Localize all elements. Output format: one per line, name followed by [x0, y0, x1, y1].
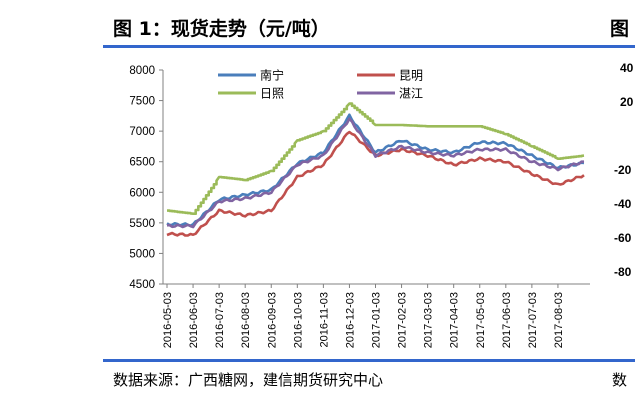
right-panel-tick-label: -60 — [614, 231, 632, 245]
x-tick-label: 2017-01-03 — [371, 292, 383, 348]
legend-label: 日照 — [260, 87, 284, 101]
legend-label: 昆明 — [399, 69, 423, 83]
series-line-昆明 — [166, 130, 585, 237]
y-axis: 8000 7500 7000 6500 6000 5500 5000 4500 — [129, 65, 164, 291]
legend-label: 南宁 — [260, 68, 284, 83]
next-chart-title-fragment: 图 — [610, 18, 630, 40]
x-tick-label: 2017-02-03 — [397, 292, 409, 348]
x-axis: 2016-05-03 2016-06-03 2016-07-03 2016-08-03… — [162, 283, 590, 348]
x-tick-label: 2017-04-03 — [449, 292, 461, 348]
chart-title: 图 1：现货走势（元/吨） — [113, 18, 330, 40]
bottom-rule — [103, 359, 635, 362]
right-panel-tick-label: -40 — [614, 197, 632, 211]
x-tick-label: 2017-08-03 — [553, 292, 565, 348]
legend-label: 湛江 — [399, 87, 423, 101]
right-panel-tick-label: -20 — [614, 163, 632, 177]
x-tick-label: 2017-06-03 — [501, 292, 513, 348]
y-tick-label: 7000 — [129, 126, 155, 138]
y-tick-label: 8000 — [129, 65, 155, 77]
x-tick-label: 2017-03-03 — [423, 292, 435, 348]
y-tick-label: 4500 — [129, 279, 155, 291]
next-data-source-fragment: 数 — [612, 371, 628, 389]
x-tick-label: 2016-08-03 — [240, 292, 252, 348]
y-tick-label: 5500 — [129, 218, 155, 230]
y-tick-label: 6500 — [129, 157, 155, 169]
series-line-南宁 — [166, 113, 585, 227]
y-tick-label: 5000 — [129, 248, 155, 260]
x-tick-label: 2016-12-03 — [344, 292, 356, 348]
x-tick-label: 2016-06-03 — [188, 292, 200, 348]
x-tick-label: 2017-07-03 — [527, 292, 539, 348]
x-tick-label: 2016-11-03 — [318, 292, 330, 347]
data-source: 数据来源：广西糖网，建信期货研究中心 — [113, 371, 384, 389]
top-rule — [103, 45, 635, 48]
series-line-日照 — [167, 102, 585, 215]
x-tick-label: 2016-05-03 — [162, 292, 174, 348]
right-panel-tick-label: 20 — [620, 95, 634, 109]
right-panel-tick-label: -80 — [614, 265, 632, 279]
x-tick-label: 2017-05-03 — [475, 292, 487, 348]
x-tick-label: 2016-09-03 — [266, 292, 278, 348]
x-tick-label: 2016-10-03 — [292, 292, 304, 348]
right-panel-tick-label: 40 — [620, 61, 634, 75]
y-tick-label: 7500 — [129, 96, 155, 108]
y-tick-label: 6000 — [129, 187, 155, 199]
series-lines — [166, 102, 585, 237]
x-tick-label: 2016-07-03 — [214, 292, 226, 348]
series-line-湛江 — [166, 117, 584, 229]
